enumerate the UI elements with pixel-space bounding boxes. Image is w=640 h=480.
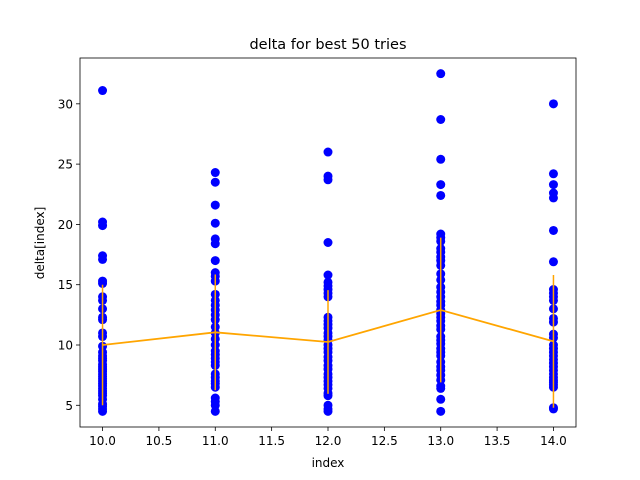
scatter-point — [98, 221, 108, 231]
scatter-point — [436, 383, 446, 393]
scatter-point — [548, 257, 558, 267]
scatter-point — [210, 218, 220, 228]
scatter-point — [210, 406, 220, 416]
scatter-point — [210, 256, 220, 266]
x-axis: 10.0 10.5 11.0 11.5 12.0 12.5 13.0 13.5 14.0 — [89, 427, 567, 448]
scatter-point — [210, 168, 220, 178]
y-tick-label: 5 — [65, 399, 73, 413]
scatter-point — [436, 180, 446, 190]
x-tick-label: 10.0 — [89, 434, 116, 448]
scatter-point — [436, 69, 446, 79]
y-axis-label: delta[index] — [33, 207, 47, 280]
scatter-point — [210, 200, 220, 210]
y-tick-label: 15 — [58, 278, 73, 292]
x-axis-label: index — [312, 456, 345, 470]
scatter-point — [98, 279, 108, 288]
scatter-point — [548, 225, 558, 235]
plot-area — [98, 69, 558, 416]
mean-line — [102, 309, 554, 346]
scatter-point — [548, 169, 558, 179]
x-tick-label: 13.5 — [484, 434, 511, 448]
y-tick-label: 10 — [58, 339, 73, 353]
scatter-point — [323, 391, 333, 401]
scatter-point — [323, 238, 333, 247]
y-tick-label: 20 — [58, 218, 73, 232]
y-tick-label: 25 — [58, 158, 73, 172]
scatter-point — [548, 193, 558, 203]
scatter-point — [210, 239, 220, 249]
scatter-point — [548, 99, 558, 109]
y-tick-label: 30 — [58, 97, 73, 111]
y-axis: 5 10 15 20 25 30 — [58, 97, 80, 413]
x-tick-label: 14.0 — [540, 434, 567, 448]
scatter-point — [323, 147, 333, 157]
x-tick-label: 11.5 — [258, 434, 285, 448]
chart-title: delta for best 50 tries — [249, 37, 406, 53]
scatter-point — [323, 270, 333, 280]
x-tick-label: 13.0 — [427, 434, 454, 448]
scatter-point — [436, 394, 446, 404]
scatter-point — [323, 175, 333, 185]
x-tick-label: 12.5 — [371, 434, 398, 448]
scatter-point — [323, 406, 333, 416]
scatter-point — [210, 177, 220, 187]
scatter-point — [98, 86, 108, 96]
scatter-point — [548, 180, 558, 190]
x-tick-label: 11.0 — [202, 434, 229, 448]
x-tick-label: 12.0 — [315, 434, 342, 448]
scatter-point — [436, 190, 446, 200]
scatter-point — [98, 406, 108, 416]
x-tick-label: 10.5 — [146, 434, 173, 448]
scatter-point — [98, 254, 108, 264]
scatter-point — [436, 154, 446, 164]
scatter-point — [548, 404, 558, 414]
scatter-point — [436, 115, 446, 124]
scatter-point — [436, 406, 446, 416]
